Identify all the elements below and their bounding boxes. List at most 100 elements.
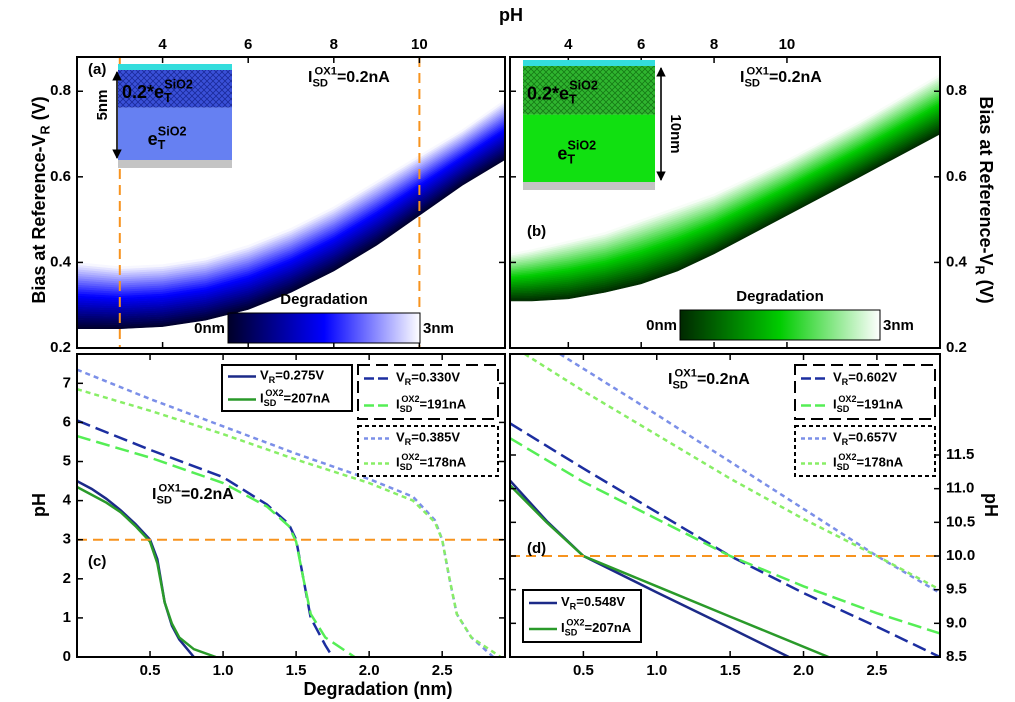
colorbar-label: 0nm xyxy=(194,320,225,337)
x-tick-label: 0.5 xyxy=(140,662,161,679)
colorbar-label: 3nm xyxy=(883,317,914,334)
y-tick-label: 1 xyxy=(63,609,71,626)
y-tick-label: 0 xyxy=(63,648,71,665)
legend-label: VR=0.385V xyxy=(396,430,460,448)
panel-label: (c) xyxy=(88,553,106,570)
y-axis-label: Bias at Reference-VR (V) xyxy=(972,96,996,303)
inset-layer xyxy=(118,160,232,168)
legend-box xyxy=(357,425,499,477)
y-tick-label: 6 xyxy=(63,413,71,430)
x-tick-label: 1.5 xyxy=(720,662,741,679)
line xyxy=(510,437,940,635)
degradation-band xyxy=(510,73,940,256)
y-tick-label: 5 xyxy=(63,452,71,469)
x-tick-label: 6 xyxy=(637,36,645,53)
x-tick-label: 2.0 xyxy=(359,662,380,679)
y-tick-label: 0.2 xyxy=(50,339,71,356)
legend-label: ISDOX2=178nA xyxy=(833,452,904,472)
y-tick-label: 0.6 xyxy=(50,168,71,185)
annotation: ISDOX1=0.2nA xyxy=(740,65,822,89)
colorbar-label: 0nm xyxy=(646,317,677,334)
y-axis-label: pH xyxy=(981,493,1001,517)
degradation-band xyxy=(77,99,505,270)
x-tick-label: 1.5 xyxy=(286,662,307,679)
y-tick-label: 0.4 xyxy=(50,253,72,270)
legend-label: ISDOX2=191nA xyxy=(833,394,904,414)
colorbar xyxy=(679,309,881,341)
legend-label: VR=0.330V xyxy=(396,370,460,388)
x-tick-label: 2.5 xyxy=(866,662,887,679)
x-tick-label: 1.0 xyxy=(213,662,234,679)
x-tick-label: 6 xyxy=(244,36,252,53)
x-tick-label: 0.5 xyxy=(573,662,594,679)
y-tick-label: 0.6 xyxy=(946,168,967,185)
colorbar-title: Degradation xyxy=(280,291,368,308)
line xyxy=(77,485,217,657)
plot-frame xyxy=(76,353,506,658)
legend-box xyxy=(794,364,936,420)
inset-layer xyxy=(523,60,655,66)
line xyxy=(77,419,334,657)
y-tick-label: 11.5 xyxy=(946,446,974,463)
colorbar-label: 3nm xyxy=(423,320,454,337)
y-tick-label: 0.4 xyxy=(946,253,968,270)
inset-label: 0.2*eTSiO2 xyxy=(527,79,598,107)
y-tick-label: 2 xyxy=(63,570,71,587)
x-axis-label: pH xyxy=(499,5,523,25)
inset-hatch xyxy=(523,66,655,115)
annotation: ISDOX1=0.2nA xyxy=(668,367,750,391)
y-tick-label: 11.0 xyxy=(946,480,974,497)
legend-box xyxy=(794,425,936,477)
annotation: ISDOX1=0.2nA xyxy=(308,65,390,89)
legend-label: VR=0.602V xyxy=(833,370,897,388)
line xyxy=(77,434,356,657)
y-tick-label: 3 xyxy=(63,531,71,548)
y-tick-label: 10.0 xyxy=(946,547,975,564)
y-tick-label: 7 xyxy=(63,374,71,391)
line xyxy=(524,354,940,591)
legend-label: VR=0.275V xyxy=(260,368,324,386)
line xyxy=(77,387,502,657)
x-tick-label: 1.0 xyxy=(646,662,667,679)
x-tick-label: 10 xyxy=(411,36,428,53)
panel-label: (d) xyxy=(527,540,546,557)
line xyxy=(510,422,940,657)
plot-frame xyxy=(509,353,941,658)
y-tick-label: 4 xyxy=(63,492,72,509)
x-tick-label: 4 xyxy=(564,36,573,53)
legend-box xyxy=(522,589,642,643)
legend-box xyxy=(221,364,353,412)
legend-box xyxy=(357,364,499,420)
plot-frame xyxy=(509,56,941,349)
y-tick-label: 8.5 xyxy=(946,648,967,665)
x-tick-label: 4 xyxy=(158,36,167,53)
legend-label: ISDOX2=207nA xyxy=(561,618,632,638)
y-tick-label: 9.5 xyxy=(946,581,967,598)
plot-area xyxy=(77,57,505,348)
inset-layer xyxy=(118,107,232,160)
inset-label: eTSiO2 xyxy=(148,125,187,153)
thickness-label: 10nm xyxy=(667,114,684,153)
y-axis-label: pH xyxy=(29,493,49,517)
colorbar-title: Degradation xyxy=(736,288,824,305)
line xyxy=(510,484,829,657)
y-tick-label: 0.2 xyxy=(946,339,967,356)
y-tick-label: 0.8 xyxy=(50,82,71,99)
inset-hatch xyxy=(118,70,232,108)
plot-area xyxy=(510,73,940,302)
y-tick-label: 10.5 xyxy=(946,513,975,530)
plot-area xyxy=(77,368,505,657)
x-tick-label: 2.0 xyxy=(793,662,814,679)
legend-label: ISDOX2=178nA xyxy=(396,452,467,472)
inset-label: eTSiO2 xyxy=(557,139,596,167)
inset-layer xyxy=(118,64,232,70)
colorbar xyxy=(227,312,421,344)
x-tick-label: 8 xyxy=(330,36,338,53)
x-tick-label: 2.5 xyxy=(432,662,453,679)
thickness-label: 5nm xyxy=(94,90,111,121)
legend-label: VR=0.548V xyxy=(561,594,625,612)
line xyxy=(510,479,790,657)
legend-label: VR=0.657V xyxy=(833,430,897,448)
plot-area xyxy=(510,354,940,657)
